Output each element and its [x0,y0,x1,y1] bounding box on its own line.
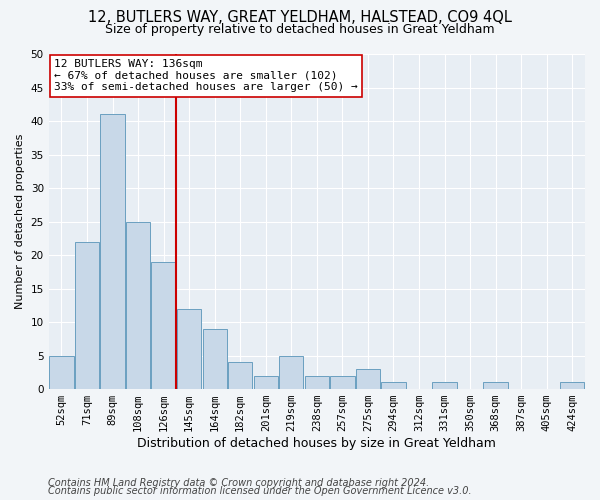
Text: Contains HM Land Registry data © Crown copyright and database right 2024.: Contains HM Land Registry data © Crown c… [48,478,429,488]
X-axis label: Distribution of detached houses by size in Great Yeldham: Distribution of detached houses by size … [137,437,496,450]
Bar [382,382,406,389]
Bar [151,262,176,389]
Bar [126,222,150,389]
Text: Contains public sector information licensed under the Open Government Licence v3: Contains public sector information licen… [48,486,472,496]
Y-axis label: Number of detached properties: Number of detached properties [15,134,25,309]
Bar [305,376,329,389]
Bar [228,362,253,389]
Bar [203,329,227,389]
Text: 12 BUTLERS WAY: 136sqm
← 67% of detached houses are smaller (102)
33% of semi-de: 12 BUTLERS WAY: 136sqm ← 67% of detached… [54,59,358,92]
Bar [330,376,355,389]
Text: 12, BUTLERS WAY, GREAT YELDHAM, HALSTEAD, CO9 4QL: 12, BUTLERS WAY, GREAT YELDHAM, HALSTEAD… [88,10,512,25]
Bar [560,382,584,389]
Bar [100,114,125,389]
Bar [177,308,201,389]
Bar [49,356,74,389]
Bar [279,356,304,389]
Bar [433,382,457,389]
Bar [356,369,380,389]
Text: Size of property relative to detached houses in Great Yeldham: Size of property relative to detached ho… [105,22,495,36]
Bar [75,242,99,389]
Bar [484,382,508,389]
Bar [254,376,278,389]
